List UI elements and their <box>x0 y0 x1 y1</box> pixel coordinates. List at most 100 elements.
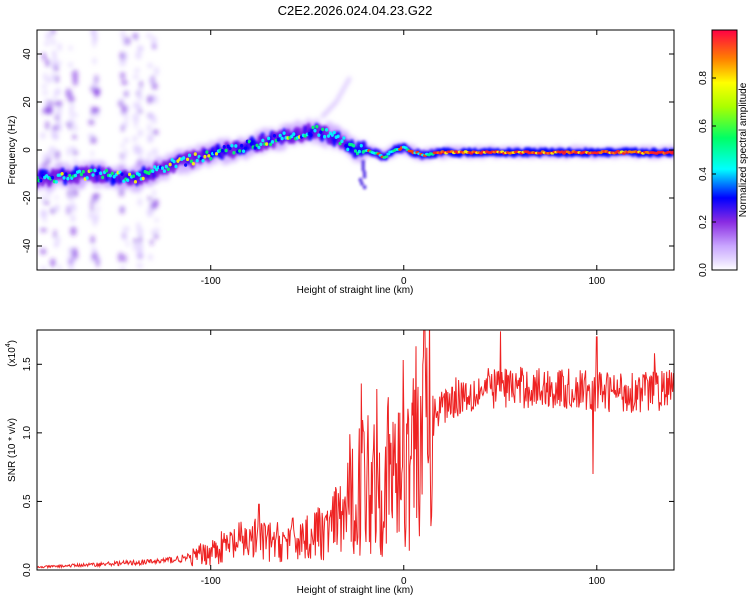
spectrogram-peak-mark <box>93 168 97 173</box>
spectrogram-noise-mark <box>71 69 79 80</box>
spectrogram-panel: -100 0 100 -40 -20 0 20 40 Height of straight … <box>7 29 675 296</box>
spectrogram-peak-mark <box>272 133 277 138</box>
spectrogram-noise-mark <box>40 132 46 139</box>
spectrogram-noise-mark <box>147 133 153 144</box>
spectrogram-peak-mark <box>253 146 257 150</box>
spectrogram-noise-mark <box>149 239 154 246</box>
snr-x-tick-label: -100 <box>201 576 221 587</box>
spectrogram-peak-mark <box>292 132 296 136</box>
spectrogram-noise-mark <box>93 199 100 204</box>
spectrogram-noise-mark <box>70 226 77 236</box>
spectrogram-y-label: Frequency (Hz) <box>7 116 18 185</box>
spectrogram-peak-mark <box>164 164 168 169</box>
spectrogram-peak-mark <box>172 159 176 164</box>
spectrogram-noise-mark <box>133 144 137 155</box>
spectrogram-peak-mark <box>330 133 334 137</box>
spectrogram-noise-mark <box>54 155 59 163</box>
colorbar-tick-label: 0.6 <box>698 119 709 133</box>
spectrogram-noise-mark <box>151 82 158 90</box>
spectrogram-noise-mark <box>72 112 78 118</box>
spectrogram-noise-mark <box>132 101 140 110</box>
spectrogram-peak-mark <box>126 178 130 182</box>
snr-x-label: Height of straight line (km) <box>297 585 414 596</box>
colorbar-ticks: 0.0 0.2 0.4 0.6 0.8 <box>698 71 716 277</box>
spectrogram-noise-mark <box>154 66 160 76</box>
spectrogram-noise-mark <box>50 30 55 36</box>
spectrogram-noise-mark <box>53 94 57 101</box>
spectrogram-peak-mark <box>74 173 78 178</box>
snr-x-ticks: -100 0 100 <box>201 330 606 587</box>
spectrogram-peak-mark <box>238 149 242 153</box>
spectrogram-peak-mark <box>270 140 275 144</box>
spectrogram-peak-mark <box>207 154 211 158</box>
spectrogram-noise-mark <box>47 100 53 108</box>
spectrogram-peak-mark <box>243 146 248 151</box>
spectrogram-peak-mark <box>278 133 282 138</box>
spectrogram-peak-mark <box>187 153 192 158</box>
spectrogram-noise-mark <box>51 71 55 81</box>
spectrogram-peak-mark <box>133 179 138 184</box>
spectrogram-peak-mark <box>282 131 286 135</box>
spectrogram-peak-mark <box>79 172 83 177</box>
spectrogram-noise-mark <box>71 204 77 213</box>
spectrogram-noise-mark <box>56 236 61 243</box>
spectrogram-noise-mark <box>43 216 47 224</box>
spectrogram-y-tick-label: -20 <box>22 190 33 205</box>
spectrogram-noise-mark <box>147 62 153 69</box>
spectrogram-noise-mark <box>58 263 62 270</box>
snr-y-scale: (x104) <box>5 340 18 367</box>
spectrogram-noise-mark <box>119 51 126 61</box>
spectrogram-peak-mark <box>321 127 325 132</box>
spectrogram-noise-mark <box>136 242 144 252</box>
spectrogram-noise-mark <box>41 193 45 203</box>
spectrogram-noise-mark <box>136 45 144 51</box>
spectrogram-noise-mark <box>46 150 53 161</box>
spectrogram-peak-mark <box>68 173 72 178</box>
spectrogram-peak-mark <box>276 137 280 142</box>
spectrogram-peak-mark <box>247 139 251 144</box>
spectrogram-noise-mark <box>53 241 58 248</box>
spectrogram-peak-mark <box>315 124 319 129</box>
spectrogram-peak-mark <box>353 149 358 153</box>
spectrogram-peak-mark <box>205 150 209 154</box>
spectrogram-noise-mark <box>43 200 50 205</box>
spectrogram-noise-mark <box>147 196 153 201</box>
spectrogram-noise-mark <box>88 211 94 220</box>
spectrogram-peak-mark <box>261 138 265 143</box>
spectrogram-noise-mark <box>70 214 76 223</box>
spectrogram-peak-mark <box>203 154 207 159</box>
spectrogram-peak-mark <box>99 171 103 175</box>
spectrogram-noise-mark <box>72 125 78 132</box>
spectrogram-peak-mark <box>85 176 89 180</box>
spectrogram-noise-mark <box>42 52 47 61</box>
spectrogram-noise-mark <box>66 146 71 157</box>
spectrogram-y-tick-label: 40 <box>22 48 33 60</box>
spectrogram-peak-mark <box>340 139 344 144</box>
spectrogram-noise-mark <box>43 72 48 82</box>
spectrogram-noise-mark <box>45 120 50 131</box>
spectrogram-noise-mark <box>51 37 56 46</box>
spectrogram-noise-mark <box>96 205 100 213</box>
spectrogram-noise-mark <box>132 135 138 142</box>
snr-y-tick-label: 0.5 <box>22 494 33 508</box>
spectrogram-noise-mark <box>138 86 142 95</box>
spectrogram-peak-mark <box>311 125 315 130</box>
spectrogram-noise-mark <box>43 105 51 113</box>
spectrogram-tail-mark <box>361 167 365 172</box>
spectrogram-noise-mark <box>124 51 128 61</box>
spectrogram-noise-mark <box>73 157 77 163</box>
spectrogram-noise-mark <box>41 210 48 218</box>
spectrogram-noise-mark <box>66 203 71 214</box>
spectrogram-noise-mark <box>150 202 157 211</box>
spectrogram-peak-mark <box>166 167 170 172</box>
spectrogram-peak-mark <box>64 172 68 176</box>
spectrogram-peak-mark <box>280 136 284 141</box>
spectrogram-tail-mark <box>360 181 364 186</box>
spectrogram-noise-mark <box>118 100 123 107</box>
spectrogram-y-tick-label: 20 <box>22 96 33 108</box>
spectrogram-peak-mark <box>189 159 194 164</box>
spectrogram-noise-mark <box>50 130 57 138</box>
spectrogram-noise-mark <box>68 123 73 131</box>
spectrogram-peak-mark <box>241 149 246 153</box>
